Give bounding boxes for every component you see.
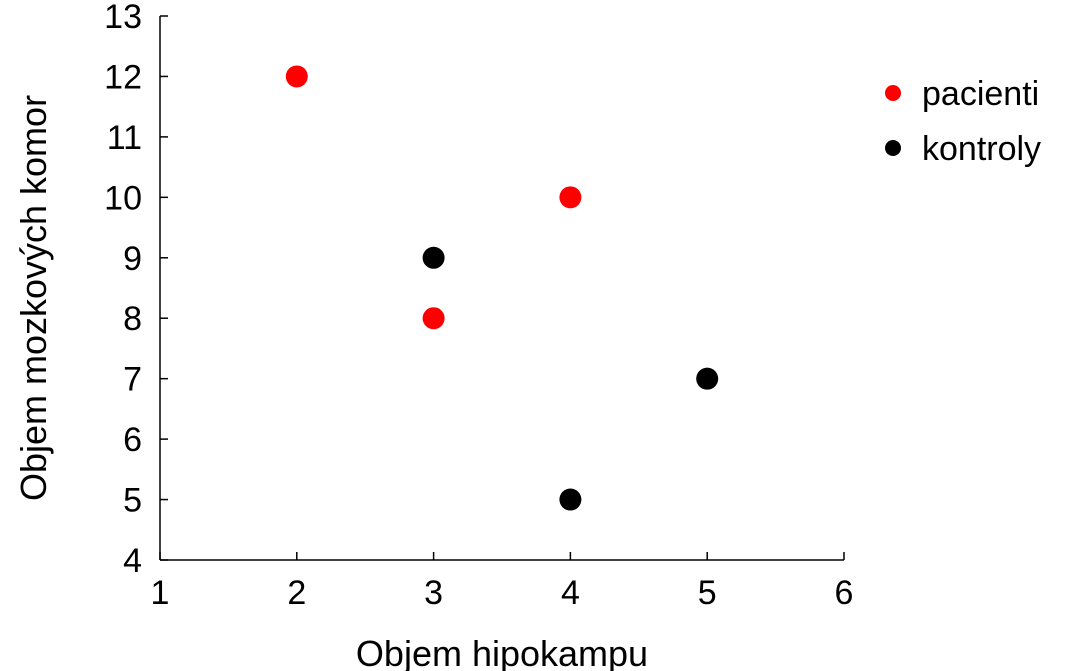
legend-label: kontroly	[922, 130, 1041, 168]
x-tick-label: 5	[698, 574, 717, 612]
data-point	[285, 65, 308, 88]
x-tick-label: 1	[151, 574, 170, 612]
x-tick-label: 3	[424, 574, 443, 612]
x-tick-label: 4	[561, 574, 580, 612]
y-tick-label: 5	[123, 482, 142, 520]
y-tick-label: 12	[104, 58, 142, 96]
data-point	[696, 367, 719, 390]
y-tick-label: 8	[123, 300, 142, 338]
x-ticks: 1 2 3 4 5 6	[151, 552, 854, 612]
y-tick-label: 7	[123, 361, 142, 399]
y-tick-label: 6	[123, 421, 142, 459]
y-ticks: 4 5 6 7 8 9 10 11 12 13	[104, 0, 168, 580]
y-tick-label: 4	[123, 542, 142, 580]
y-tick-label: 11	[107, 119, 142, 157]
data-point	[422, 307, 445, 330]
y-tick-label: 13	[104, 0, 142, 36]
y-tick-label: 9	[123, 240, 142, 278]
x-tick-label: 2	[287, 574, 306, 612]
data-points	[285, 65, 719, 511]
data-point	[559, 488, 582, 511]
legend: pacienti kontroly	[885, 75, 1041, 168]
axes	[159, 16, 844, 561]
data-point	[559, 186, 582, 209]
legend-marker	[885, 140, 901, 156]
x-tick-label: 6	[835, 574, 854, 612]
y-axis-title: Objem mozkových komor	[13, 95, 54, 501]
data-point	[422, 246, 445, 269]
legend-label: pacienti	[922, 75, 1039, 113]
x-axis-title: Objem hipokampu	[356, 633, 648, 671]
y-tick-label: 10	[104, 179, 142, 217]
legend-marker	[885, 85, 901, 101]
